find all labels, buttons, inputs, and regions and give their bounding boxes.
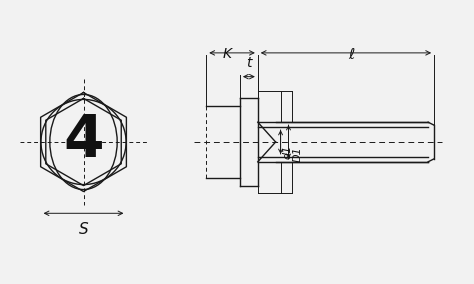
Text: 4: 4 bbox=[63, 112, 104, 168]
Text: t: t bbox=[246, 56, 252, 70]
Text: ℓ: ℓ bbox=[348, 47, 354, 62]
Text: D1: D1 bbox=[292, 146, 302, 162]
Text: d1: d1 bbox=[283, 144, 292, 158]
Text: K: K bbox=[222, 47, 232, 61]
Text: S: S bbox=[79, 222, 88, 237]
